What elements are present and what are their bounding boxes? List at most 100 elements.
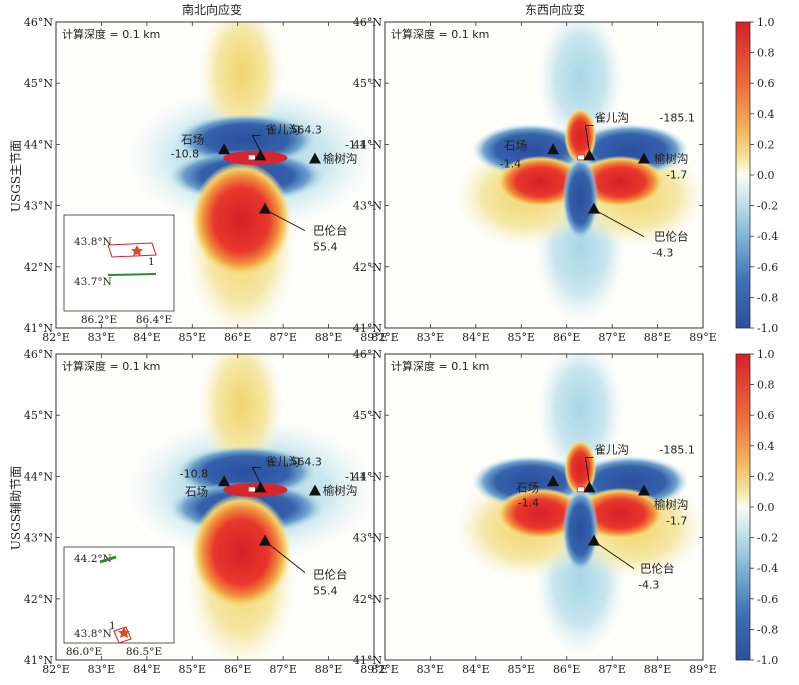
x-tick-label: 86°E <box>553 663 581 676</box>
x-tick-label: 89°E <box>689 331 717 344</box>
depth-label: 计算深度 = 0.1 km <box>62 359 160 373</box>
colorbar-tick-label: 0.8 <box>757 379 775 392</box>
x-tick-label: 82°E <box>42 331 70 344</box>
colorbar-ticks: 1.0 0.8 0.6 0.4 0.2 0.0 -0.2 -0.4 -0.6 -0.8 -1.0 1.… <box>750 16 778 667</box>
station-name: 石场 <box>181 132 204 146</box>
inset-x-tick-label: 86.4°E <box>136 314 172 326</box>
fault-plane-marker <box>247 486 256 493</box>
colorbar-tick-label: 0.2 <box>757 470 775 483</box>
field-south-blue <box>562 487 599 572</box>
inset-surface-trace <box>107 273 157 276</box>
inset-y-tick-label: 43.8°N <box>74 236 112 248</box>
station-name: 雀儿沟 <box>265 122 300 136</box>
y-tick-label: 41°N <box>353 322 382 335</box>
y-tick-label: 46°N <box>353 348 382 361</box>
y-tick-label: 45°N <box>24 77 53 90</box>
x-tick-label: 88°E <box>644 331 672 344</box>
station-marker-triangle <box>583 481 596 493</box>
panels: 82°E 83°E 84°E 85°E 86°E 87°E 88°E 89°E 46°N 45°N… <box>24 16 717 676</box>
x-tick-label: 86°E <box>224 331 252 344</box>
colorbar-tick-label: 1.0 <box>757 348 775 361</box>
colorbar-tick-label: 0.0 <box>757 501 775 514</box>
station-leader-line <box>251 466 261 484</box>
inset-frame <box>63 214 175 312</box>
y-tick-label: 44°N <box>353 138 382 151</box>
y-tick-label: 42°N <box>24 593 53 606</box>
station-leader-line <box>251 134 261 152</box>
station-marker-triangle <box>547 475 560 487</box>
station-name: 石场 <box>185 484 208 498</box>
field-north-cyan <box>538 22 623 148</box>
colorbar-tick-label: 0.2 <box>757 138 775 151</box>
station-leader-line <box>584 124 594 152</box>
station-value: 564.3 <box>290 455 322 468</box>
field-sw-red <box>496 487 585 540</box>
epicenter-star-icon <box>131 245 143 256</box>
inset-y-tick-label: 43.8°N <box>74 628 112 640</box>
station-leader-line <box>595 542 635 570</box>
station-value: -185.1 <box>659 111 694 124</box>
panel-top-left: 82°E 83°E 84°E 85°E 86°E 87°E 88°E 89°E 46°N 45°N… <box>24 16 388 344</box>
station-name: 巴伦台 <box>313 568 348 582</box>
x-tick-label: 87°E <box>269 663 297 676</box>
colorbar-tick-label: -0.8 <box>757 291 778 304</box>
field-south-red <box>191 493 292 610</box>
x-tick-label: 84°E <box>133 331 161 344</box>
colorbar-tick-label: -1.0 <box>757 322 778 335</box>
x-tick-label: 88°E <box>315 331 343 344</box>
station-leader-line <box>595 210 645 238</box>
y-tick-label: 46°N <box>353 16 382 29</box>
y-tick-label: 45°N <box>353 409 382 422</box>
colorbar-tick-label: 0.4 <box>757 440 775 453</box>
inset-frame <box>63 546 175 644</box>
inset-fault-label: 1 <box>109 620 116 632</box>
colorbar-tick-label: -0.4 <box>757 230 778 243</box>
colorbar-tick-label: -0.2 <box>757 532 778 545</box>
colorbar: 1.0 0.8 0.6 0.4 0.2 0.0 -0.2 -0.4 -0.6 -0.8 -1.0 1.… <box>735 16 778 667</box>
colorbar-tick-label: 0.4 <box>757 108 775 121</box>
station-value: -1.4 <box>500 157 521 170</box>
colorbar-tick-label: -0.6 <box>757 593 778 606</box>
x-tick-label: 88°E <box>644 663 672 676</box>
field-sw-red <box>496 155 585 208</box>
depth-label: 计算深度 = 0.1 km <box>391 359 489 373</box>
station-name: 雀儿沟 <box>265 454 300 468</box>
strain-field <box>455 22 703 323</box>
colorbar-tick-label: -0.8 <box>757 623 778 636</box>
field-south-blue <box>562 155 599 240</box>
station-value: -4.3 <box>652 247 673 260</box>
station-value: 55.4 <box>313 585 338 598</box>
inset-surface-trace <box>99 555 117 564</box>
panel-frame <box>384 21 704 329</box>
station-name: 雀儿沟 <box>594 442 629 456</box>
colorbar-tick-label: -0.2 <box>757 200 778 213</box>
colorbar-gradient <box>735 21 751 329</box>
x-tick-label: 87°E <box>598 663 626 676</box>
station-name: 石场 <box>504 138 527 152</box>
y-tick-label: 46°N <box>24 16 53 29</box>
station-value: -4.3 <box>638 579 659 592</box>
column-title-ew: 东西向应变 <box>525 2 585 17</box>
station-name: 巴伦台 <box>313 224 348 238</box>
station-value: -1.7 <box>666 168 687 181</box>
inset-map: 44.2°N43.8°N86.0°E 86.5°E1 <box>63 546 175 658</box>
field-north-cyan <box>538 354 623 480</box>
y-tick-label: 44°N <box>24 138 53 151</box>
station-value: -1.7 <box>666 514 687 527</box>
row-label-main: USGS主节面 <box>9 140 23 212</box>
colorbar-tick-label: -0.4 <box>757 562 778 575</box>
fault-plane-marker <box>576 486 585 493</box>
y-tick-label: 42°N <box>24 261 53 274</box>
y-tick-label: 43°N <box>24 532 53 545</box>
x-tick-label: 87°E <box>269 331 297 344</box>
x-tick-label: 84°E <box>462 663 490 676</box>
station-name: 巴伦台 <box>640 562 675 576</box>
station-name: 榆树沟 <box>323 483 358 497</box>
colorbar-tick-label: 0.8 <box>757 47 775 60</box>
y-tick-label: 42°N <box>353 261 382 274</box>
epicenter-star-icon <box>118 627 130 638</box>
station-name: 榆树沟 <box>654 151 689 165</box>
y-tick-label: 43°N <box>353 532 382 545</box>
field-south-red <box>191 161 292 278</box>
inset-y-tick-label: 43.7°N <box>74 276 112 288</box>
